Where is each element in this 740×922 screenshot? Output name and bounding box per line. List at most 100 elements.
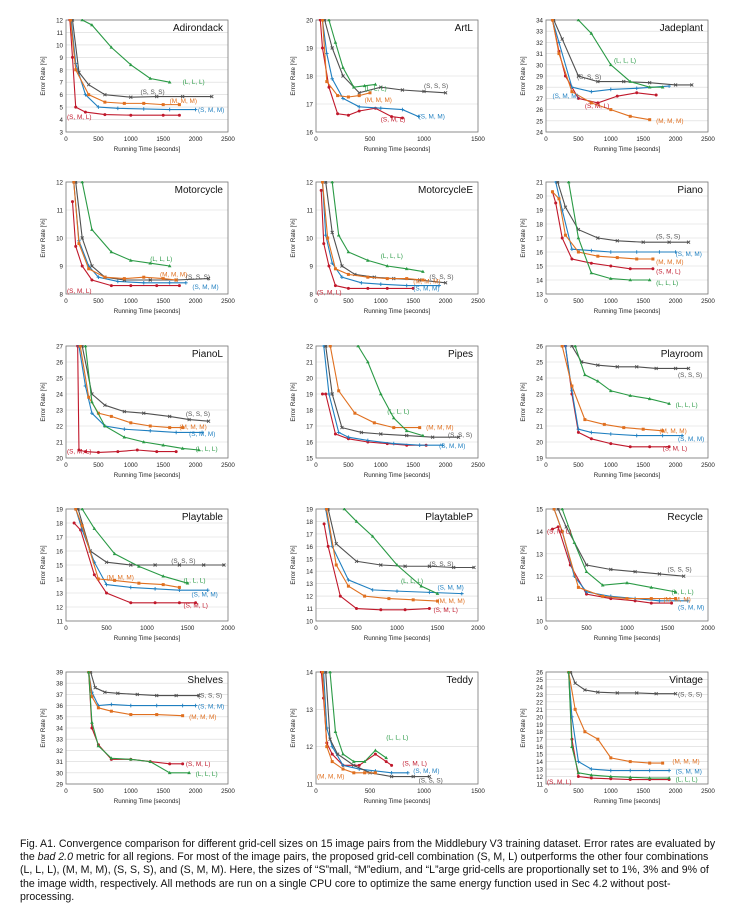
y-tick-label: 11 xyxy=(57,30,64,37)
caption-line-1: Fig. A1. Convergence comparison for diff… xyxy=(20,838,716,850)
data-point xyxy=(96,105,101,109)
series-m-m-m xyxy=(72,181,178,282)
series-line xyxy=(568,671,670,779)
y-tick-label: 19 xyxy=(306,392,313,399)
data-point xyxy=(647,776,652,780)
data-point xyxy=(634,86,639,91)
data-point xyxy=(187,417,191,422)
series-s-m-l xyxy=(318,19,404,120)
y-tick-label: 12 xyxy=(306,744,313,751)
data-point xyxy=(363,771,367,775)
data-point xyxy=(435,591,440,595)
data-point xyxy=(137,564,141,568)
series-label: (L, L, L) xyxy=(183,79,205,86)
data-point xyxy=(161,277,165,281)
series-label: (S, M, L) xyxy=(656,269,681,276)
data-point xyxy=(341,96,345,101)
x-tick-label: 0 xyxy=(64,625,68,632)
series-m-m-m xyxy=(552,508,678,601)
data-point xyxy=(105,591,108,595)
data-point xyxy=(400,88,405,92)
chart-svg: 11 12 13 14 0 500 1000 1500 Running Time [second… xyxy=(290,670,485,806)
data-point xyxy=(80,264,84,268)
series-s-s-s xyxy=(70,19,214,99)
data-point xyxy=(116,691,120,696)
data-point xyxy=(366,275,370,279)
series-s-m-m xyxy=(320,181,441,288)
y-tick-label: 19 xyxy=(306,46,313,53)
data-point xyxy=(346,250,351,254)
plot-frame xyxy=(65,181,229,295)
x-tick-label: 2500 xyxy=(701,788,715,795)
y-tick-label: 13 xyxy=(536,767,543,774)
data-point xyxy=(584,563,589,567)
data-point xyxy=(168,762,172,766)
data-point xyxy=(328,671,332,674)
data-point xyxy=(205,588,210,592)
data-point xyxy=(96,706,100,710)
data-point xyxy=(589,101,593,105)
data-point xyxy=(103,403,107,408)
data-point xyxy=(576,427,581,431)
y-tick-label: 25 xyxy=(56,376,63,383)
data-point xyxy=(609,768,613,773)
data-point xyxy=(148,429,153,433)
y-tick-label: 26 xyxy=(536,107,543,114)
series-line xyxy=(81,19,170,83)
y-tick-label: 17 xyxy=(536,236,543,243)
y-tick-label: 23 xyxy=(536,692,543,699)
data-point xyxy=(411,774,416,779)
series-label: (S, S, S) xyxy=(448,432,472,439)
data-point xyxy=(334,563,338,567)
series-s-s-s xyxy=(88,671,201,698)
caption-metric: bad 2.0 xyxy=(37,851,74,864)
data-point xyxy=(660,433,665,438)
data-point xyxy=(129,757,133,761)
data-point xyxy=(87,93,91,97)
x-tick-label: 1500 xyxy=(636,462,650,469)
data-point xyxy=(174,430,178,435)
data-point xyxy=(596,379,600,383)
data-point xyxy=(362,759,367,763)
x-tick-label: 2000 xyxy=(669,298,683,305)
x-tick-label: 1000 xyxy=(604,136,618,143)
series-label: (M, M, M) xyxy=(663,597,690,604)
data-point xyxy=(148,759,153,763)
data-point xyxy=(359,281,364,285)
x-tick-label: 500 xyxy=(573,298,584,305)
data-point xyxy=(142,101,146,105)
y-tick-label: 22 xyxy=(536,408,543,415)
series-label: (M, M, M) xyxy=(170,98,197,105)
data-point xyxy=(680,433,684,438)
x-tick-label: 2000 xyxy=(701,625,715,632)
x-tick-label: 2000 xyxy=(189,298,203,305)
data-point xyxy=(657,250,662,254)
y-tick-label: 15 xyxy=(306,556,313,563)
data-point xyxy=(576,250,580,254)
series-line xyxy=(321,19,419,118)
data-point xyxy=(90,411,94,415)
data-point xyxy=(553,181,558,184)
y-axis-label: Error Rate [%] xyxy=(290,708,297,747)
x-tick-label: 2500 xyxy=(221,462,235,469)
x-tick-label: 2500 xyxy=(221,136,235,143)
series-s-m-l xyxy=(550,190,655,271)
y-tick-label: 34 xyxy=(56,726,63,733)
data-point xyxy=(621,79,626,84)
y-tick-label: 31 xyxy=(536,51,543,58)
series-m-m-m xyxy=(550,190,655,261)
data-point xyxy=(187,770,191,775)
y-tick-label: 30 xyxy=(536,62,543,69)
y-tick-label: 20 xyxy=(306,18,313,25)
series-line xyxy=(88,671,183,765)
series-line xyxy=(79,345,183,429)
y-tick-label: 33 xyxy=(56,737,63,744)
series-label: (L, L, L) xyxy=(672,589,694,596)
x-tick-label: 0 xyxy=(64,298,68,305)
data-point xyxy=(333,267,337,271)
data-point xyxy=(154,703,159,708)
x-tick-label: 2000 xyxy=(471,625,485,632)
y-tick-label: 12 xyxy=(56,18,63,25)
data-point xyxy=(174,693,178,698)
y-tick-label: 22 xyxy=(306,344,313,351)
